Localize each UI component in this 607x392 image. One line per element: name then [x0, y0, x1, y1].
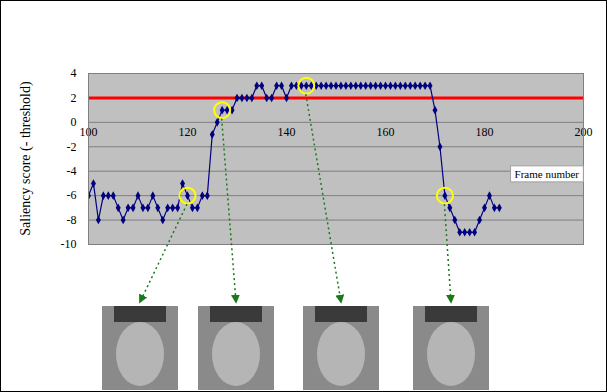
- svg-text:Frame number: Frame number: [515, 168, 580, 180]
- svg-text:2: 2: [71, 91, 77, 105]
- svg-text:100: 100: [79, 125, 98, 140]
- svg-text:160: 160: [377, 125, 395, 139]
- svg-text:-2: -2: [67, 140, 77, 154]
- svg-text:140: 140: [278, 125, 296, 139]
- svg-text:Saliency score (- threshold): Saliency score (- threshold): [18, 81, 34, 236]
- svg-text:0: 0: [71, 115, 77, 129]
- svg-text:200: 200: [574, 125, 593, 140]
- svg-text:180: 180: [476, 125, 494, 139]
- svg-text:-4: -4: [67, 164, 77, 178]
- svg-text:120: 120: [179, 125, 197, 139]
- svg-text:4: 4: [71, 66, 77, 80]
- svg-text:-6: -6: [67, 188, 77, 202]
- svg-text:-10: -10: [61, 237, 77, 251]
- svg-text:-8: -8: [67, 213, 77, 227]
